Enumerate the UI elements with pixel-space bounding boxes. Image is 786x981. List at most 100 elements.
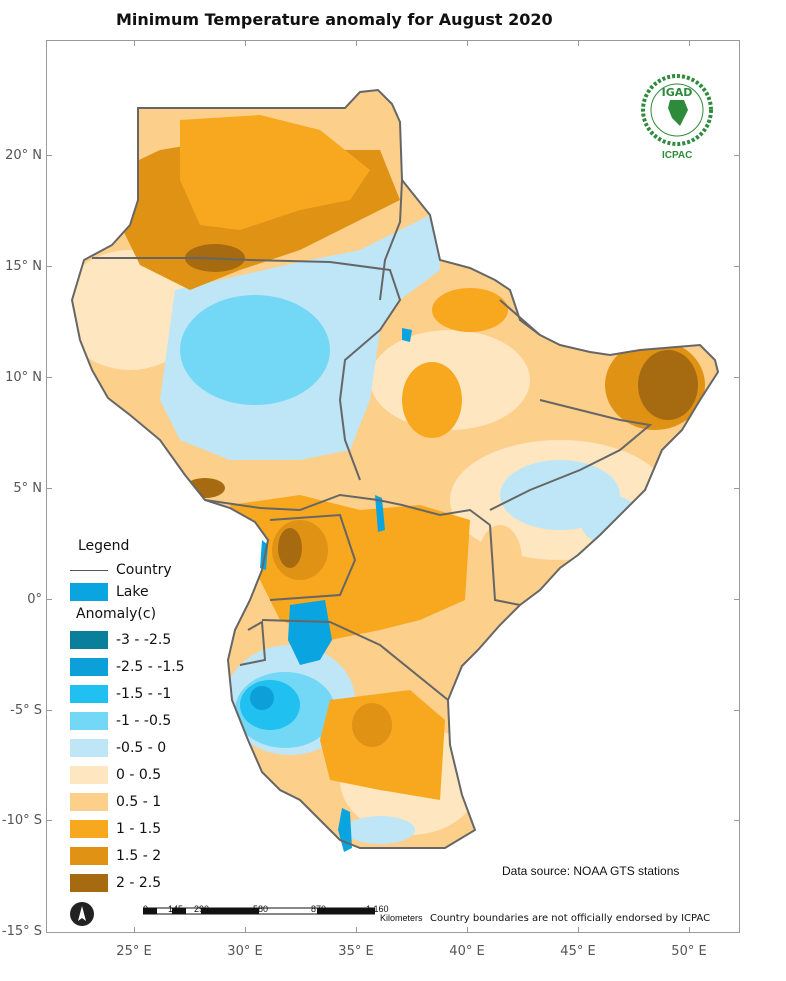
lon-tick [134,40,135,46]
legend-class-row: -1 - -0.5 [70,711,171,731]
country-boundaries [70,88,720,849]
lon-tick [689,40,690,46]
tanzania-border [261,619,449,701]
lat-label-15n: 15° N [5,259,42,274]
lon-tick [245,40,246,46]
lat-tick [734,599,740,600]
scale-bar [143,907,375,915]
scale-label-870: 870 [311,904,327,914]
scale-segment [172,908,186,914]
lon-tick [356,40,357,46]
legend-class-label: -2.5 - -1.5 [116,659,185,675]
ethiopia-somalia-border [489,399,653,511]
legend-class-label: 0 - 0.5 [116,767,162,783]
legend-class-swatch [70,793,108,811]
sudan-border [92,257,402,481]
legend-class-row: -1.5 - -1 [70,684,171,704]
legend-class-row: -3 - -2.5 [70,630,171,650]
lat-label-0: 0° [27,592,42,607]
eritrea-border [379,179,403,301]
legend-class-swatch [70,712,108,730]
lat-label-15s: -15° S [1,924,42,939]
scale-segment [201,908,259,914]
lat-tick [734,710,740,711]
scale-label-1160: 1,160 [366,904,389,914]
lat-label-20n: 20° N [5,148,42,163]
legend-class-row: 1 - 1.5 [70,819,161,839]
lake-turkana [375,495,385,532]
legend-class-label: -1.5 - -1 [116,686,172,702]
legend-class-swatch [70,658,108,676]
lat-tick [734,266,740,267]
scale-label-0: 0 [143,904,149,914]
north-arrow-icon [70,902,94,926]
lat-tick [46,377,52,378]
scale-segment [317,908,375,914]
lon-label-50e: 50° E [671,944,707,959]
legend-class-swatch [70,874,108,892]
lon-label-45e: 45° E [560,944,596,959]
anomaly-zone [345,816,415,844]
legend-lake-label: Lake [116,584,149,600]
lon-tick [467,927,468,933]
lat-label-5s: -5° S [10,703,42,718]
map-title: Minimum Temperature anomaly for August 2… [116,10,553,29]
legend-country-label: Country [116,562,172,578]
legend-country-row: Country [70,560,172,580]
legend-class-swatch [70,685,108,703]
lat-tick [46,710,52,711]
lon-tick [356,927,357,933]
anomaly-zone [72,250,200,370]
legend-class-label: -1 - -0.5 [116,713,172,729]
wreath [641,74,713,146]
lon-tick [134,927,135,933]
lat-tick [734,488,740,489]
lon-label-25e: 25° E [116,944,152,959]
lat-tick [46,820,52,821]
anomaly-zone [478,525,522,595]
lon-label-35e: 35° E [338,944,374,959]
legend-class-label: -3 - -2.5 [116,632,172,648]
anomaly-zone [250,686,274,710]
anomaly-zone [278,528,302,568]
legend-title: Legend [78,538,130,554]
legend-anomaly-title: Anomaly(c) [76,606,157,622]
lat-tick [734,820,740,821]
scale-label-145: 145 [168,904,184,914]
legend-class-label: -0.5 - 0 [116,740,167,756]
scale-label-290: 290 [194,904,210,914]
scale-unit: Kilometers [380,913,423,923]
legend-class-swatch [70,820,108,838]
data-source: Data source: NOAA GTS stations [502,864,680,878]
legend-class-label: 2 - 2.5 [116,875,162,891]
legend-class-row: 2 - 2.5 [70,873,161,893]
anomaly-zone [432,288,508,332]
legend-class-row: 0 - 0.5 [70,765,161,785]
anomaly-zone [320,690,445,800]
lat-tick [46,155,52,156]
legend-class-swatch [70,739,108,757]
map-frame [46,40,740,933]
igad-icpac-logo: IGAD [641,74,713,146]
south-sudan-border [204,493,491,526]
africa-icon [668,100,688,126]
legend-class-row: 0.5 - 1 [70,792,161,812]
legend-class-label: 1 - 1.5 [116,821,162,837]
lat-label-10n: 10° N [5,370,42,385]
lat-tick [46,488,52,489]
lat-tick [734,155,740,156]
rwanda-burundi-border [239,620,267,666]
legend-lake-row: Lake [70,582,149,602]
lat-tick [734,377,740,378]
legend-class-row: -2.5 - -1.5 [70,657,185,677]
lat-label-10s: -10° S [1,813,42,828]
lon-label-40e: 40° E [449,944,485,959]
anomaly-zone [638,350,698,420]
legend-class-swatch [70,766,108,784]
anomaly-zone [402,362,462,438]
north-arrow-glyph [78,906,86,921]
anomaly-zone [180,295,330,405]
scale-segment [143,908,157,914]
djibouti-border [499,299,541,336]
